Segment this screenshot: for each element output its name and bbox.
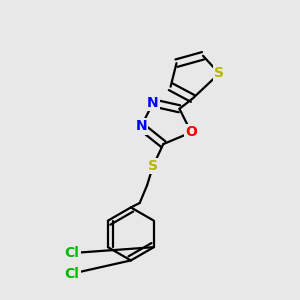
Text: S: S	[214, 66, 224, 80]
Text: Cl: Cl	[64, 267, 80, 281]
Text: N: N	[135, 119, 147, 134]
Text: Cl: Cl	[64, 246, 80, 260]
Text: S: S	[148, 159, 158, 173]
Text: N: N	[147, 96, 159, 110]
Text: O: O	[185, 125, 197, 139]
